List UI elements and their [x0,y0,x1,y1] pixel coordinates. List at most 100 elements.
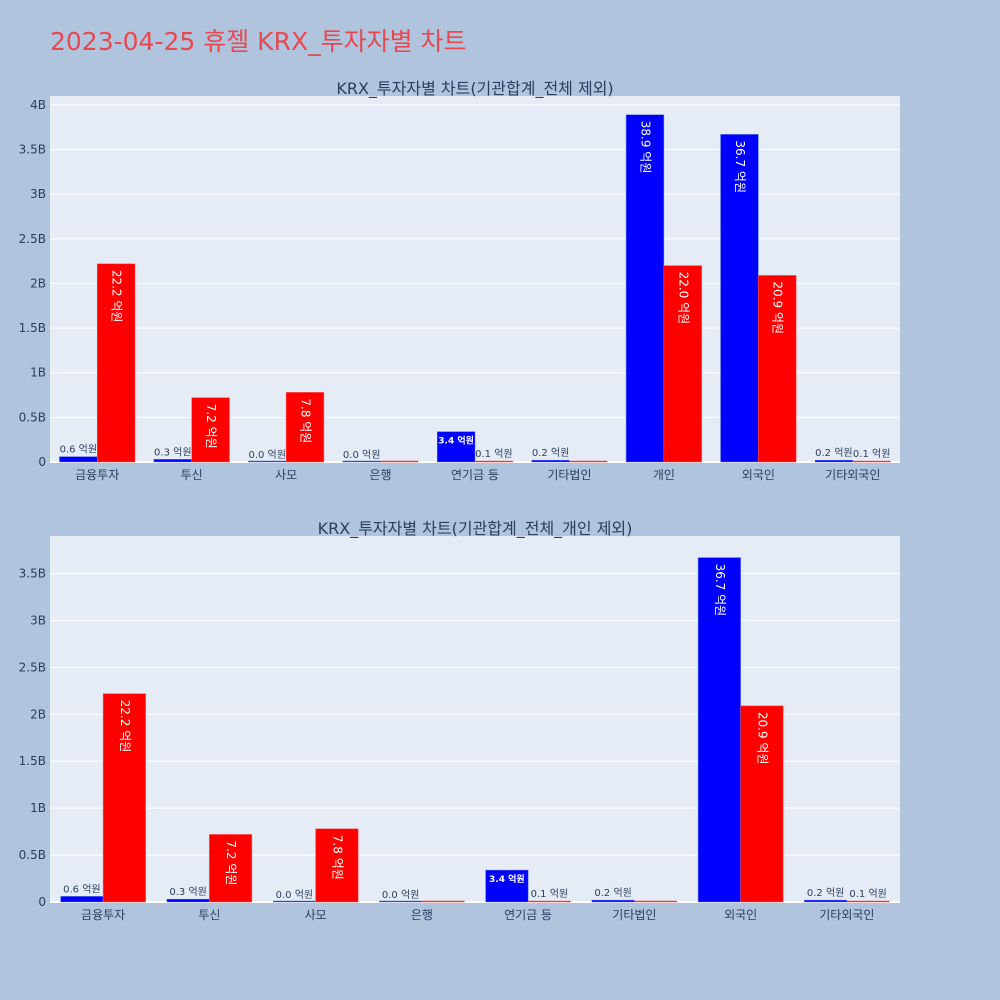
bar [379,900,423,903]
data-label: 36.7 억원 [713,564,727,617]
y-tick-label: 3B [30,613,46,627]
data-label: 0.6 억원 [60,444,97,456]
bar [804,899,848,903]
bar [531,459,570,463]
y-tick-label: 0 [38,895,46,909]
bar [852,460,891,463]
x-tick-label: 금융투자 [81,908,125,922]
bar [209,834,253,903]
data-label: 22.2 억원 [118,700,132,753]
bar [436,431,476,463]
bar [60,896,104,903]
data-label: 0.1 억원 [849,888,886,900]
data-label: 7.2 억원 [204,404,218,449]
bar [285,392,325,463]
x-tick-label: 금융투자 [75,468,119,482]
bar [342,460,381,463]
data-label: 36.7 억원 [733,140,747,193]
x-tick-label: 은행 [370,467,392,482]
x-tick-label: 기타법인 [612,908,656,922]
y-tick-label: 0.5B [19,848,46,862]
data-label: 0.0 억원 [248,449,285,461]
bar [758,275,797,463]
y-tick-label: 3.5B [19,143,46,157]
data-label: 22.2 억원 [110,270,124,323]
bar [102,693,146,903]
data-label: 38.9 억원 [639,121,653,174]
bar [697,557,741,903]
bar [740,705,784,903]
bar [720,134,759,463]
data-label: 20.9 억원 [771,281,785,334]
y-tick-label: 0 [38,455,46,469]
bar [814,459,854,463]
data-label: 0.0 억원 [382,889,419,901]
bar [166,898,210,903]
bar [663,265,702,463]
y-tick-label: 2B [30,276,46,290]
y-tick-label: 2B [30,707,46,721]
bar [248,460,287,463]
bar [625,114,665,463]
chart-krx-excl-institution: KRX_투자자별 차트(기관합계_전체 제외) 0 0.5B 1B 1.5B 2B 2.5B… [19,79,900,482]
data-label: 0.1 억원 [531,888,568,900]
bar [846,900,890,903]
data-label: 3.4 억원 [489,873,525,885]
bar [96,263,136,463]
x-tick-label: 기타외국인 [825,468,880,482]
y-tick-label: 4B [30,98,46,112]
bar [421,900,465,903]
data-label: 3.4 억원 [438,435,474,447]
x-tick-label: 사모 [275,468,297,482]
bar [315,828,359,903]
x-tick-label: 기타외국인 [819,908,874,922]
bar [591,899,635,903]
data-label: 7.2 억원 [224,840,238,885]
y-tick-label: 0.5B [19,410,46,424]
chart-krx-excl-institution-individual: KRX_투자자별 차트(기관합계_전체_개인 제외) 0 0.5B 1B 1.5B 2B 2… [19,519,900,922]
data-label: 0.3 억원 [169,886,206,898]
bar [59,456,98,463]
bar [380,460,419,463]
data-label: 0.0 억원 [276,889,313,901]
data-label: 22.0 억원 [676,272,690,325]
bar [272,900,316,903]
y-tick-label: 2.5B [19,660,46,674]
bar [527,900,571,903]
data-label: 0.1 억원 [853,448,890,460]
x-tick-label: 투신 [181,468,203,482]
chart-title: KRX_투자자별 차트(기관합계_전체_개인 제외) [318,519,633,539]
x-tick-label: 은행 [411,907,433,922]
y-tick-label: 3B [30,187,46,201]
page-title: 2023-04-25 휴젤 KRX_투자자별 차트 [50,27,467,56]
data-label: 7.8 억원 [299,398,313,443]
bar [485,869,529,903]
data-label: 0.2 억원 [532,447,569,459]
y-tick-label: 1B [30,801,46,815]
x-tick-label: 외국인 [724,908,757,922]
data-label: 7.8 억원 [330,835,344,880]
y-tick-label: 2.5B [19,232,46,246]
data-label: 0.2 억원 [815,447,852,459]
bar [191,397,230,463]
y-tick-label: 1.5B [19,321,46,335]
x-tick-label: 개인 [653,468,675,482]
bar [569,460,608,463]
bar [474,460,514,463]
bar [634,900,678,903]
data-label: 0.1 억원 [475,448,512,460]
x-tick-label: 외국인 [742,468,775,482]
data-label: 0.3 억원 [154,446,191,458]
data-label: 0.2 억원 [594,887,631,899]
y-tick-label: 1.5B [19,754,46,768]
x-tick-label: 연기금 등 [504,908,552,922]
x-tick-label: 연기금 등 [451,468,499,482]
data-label: 0.6 억원 [63,883,100,895]
x-tick-label: 사모 [305,908,327,922]
data-label: 0.0 억원 [343,449,380,461]
y-tick-label: 3.5B [19,567,46,581]
y-tick-label: 1B [30,366,46,380]
chart-title: KRX_투자자별 차트(기관합계_전체 제외) [336,79,613,99]
data-label: 20.9 억원 [755,712,769,765]
x-tick-label: 투신 [198,908,220,922]
